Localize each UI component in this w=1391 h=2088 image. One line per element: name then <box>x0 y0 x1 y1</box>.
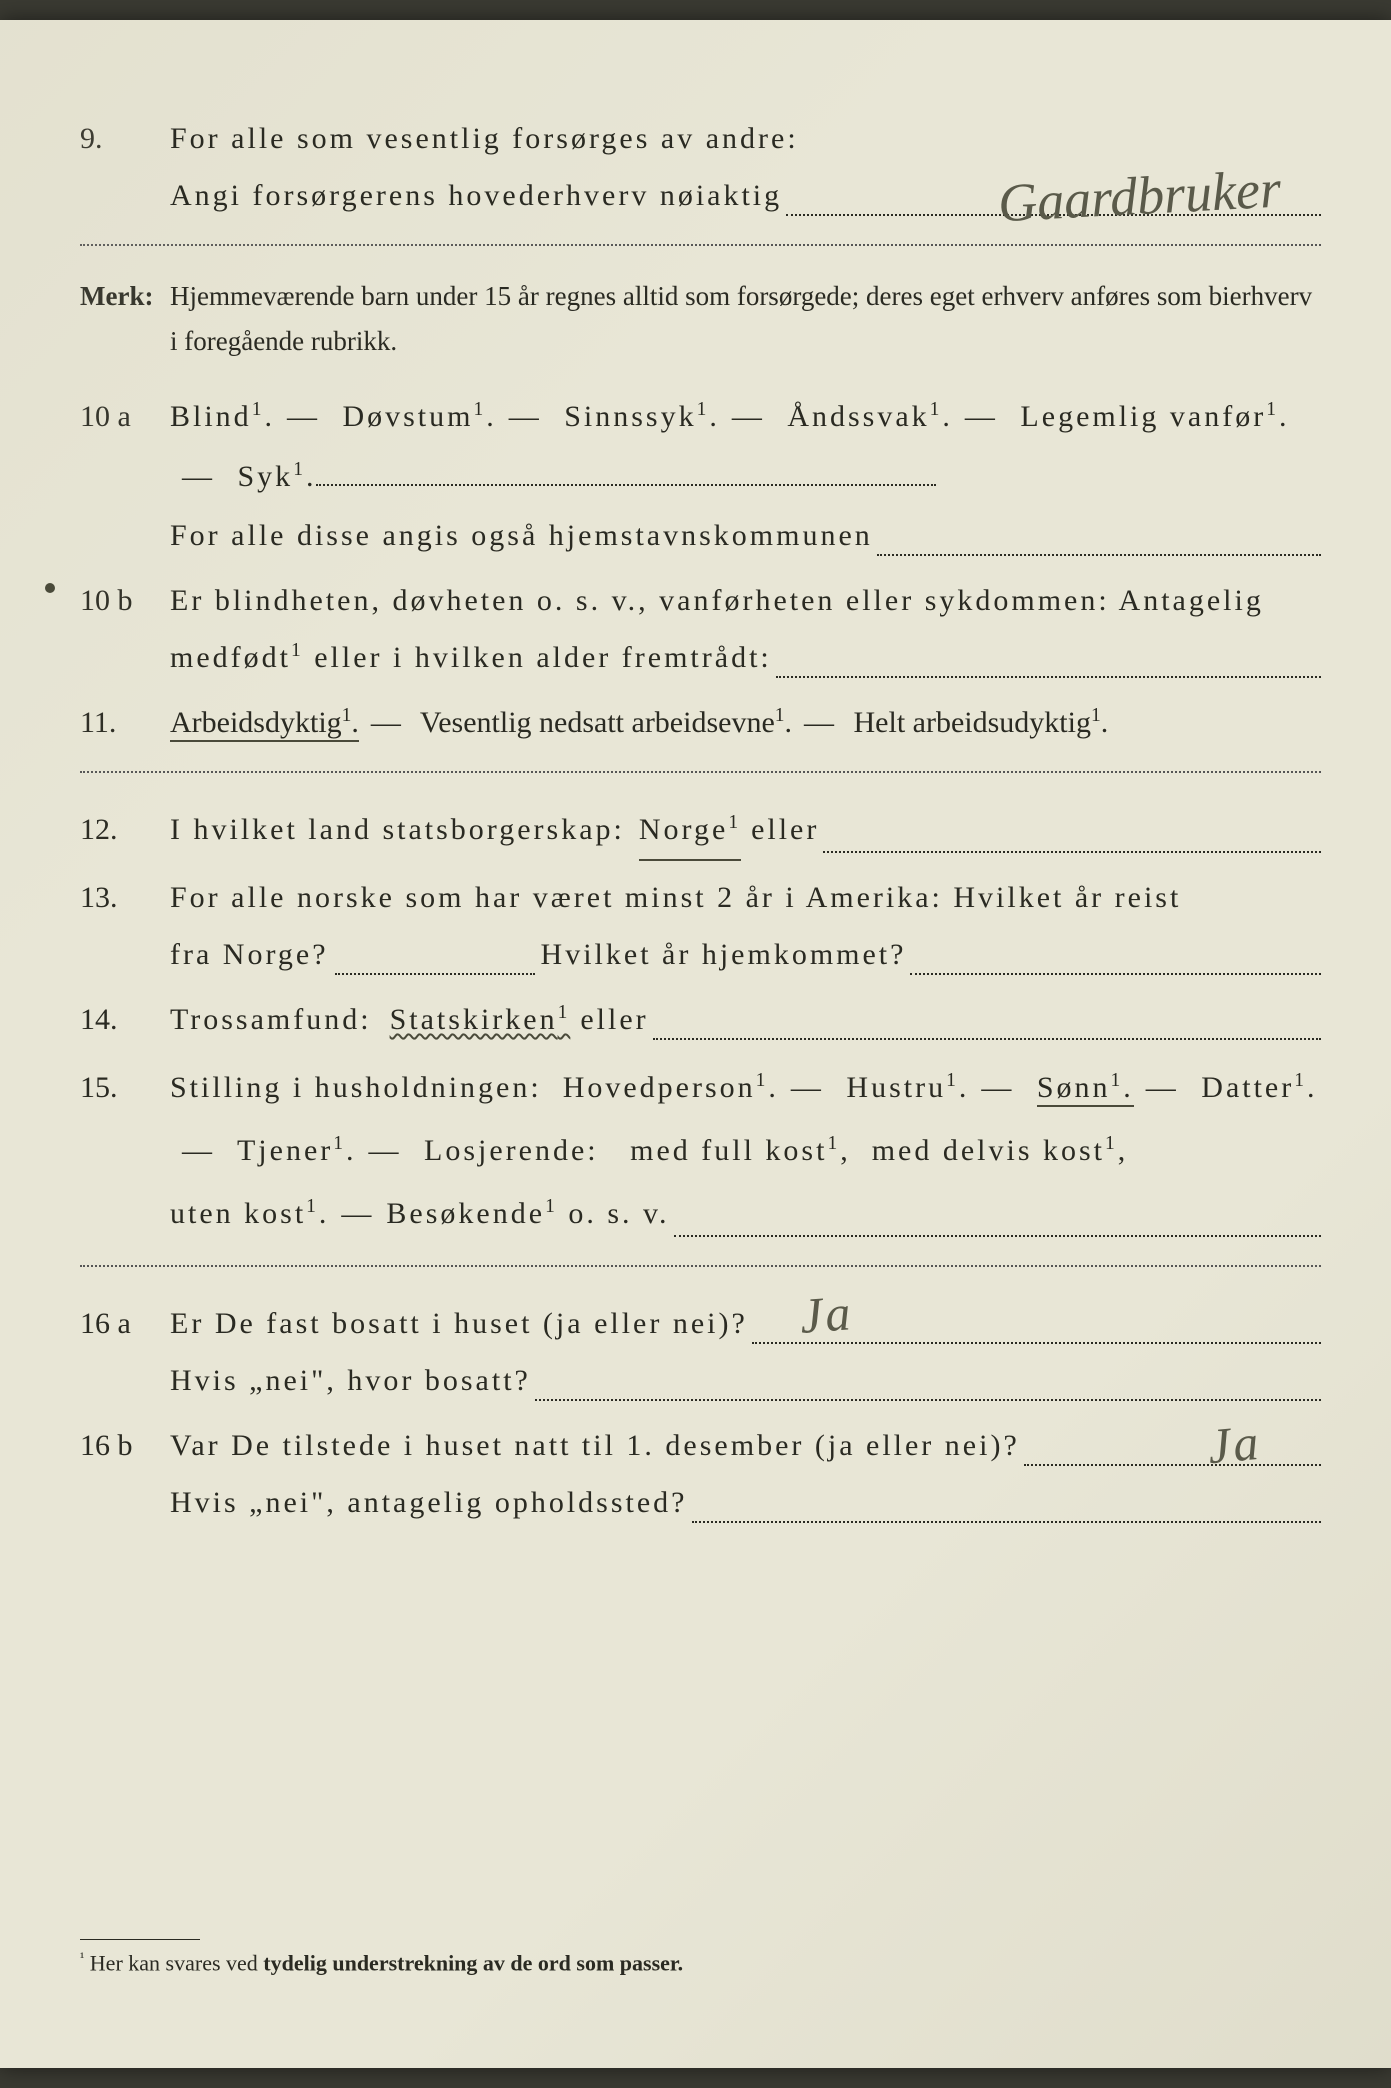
q10a-content: Blind1.— Døvstum1.— Sinnssyk1.— Åndssvak… <box>170 387 1321 564</box>
q11-opt-nedsatt: Vesentlig nedsatt arbeidsevne1. <box>420 706 792 739</box>
divider-2 <box>80 771 1321 773</box>
q10a-opt-dovstum: Døvstum1. <box>342 400 496 433</box>
q15-tjener: Tjener1. <box>237 1134 357 1167</box>
q15-datter: Datter1. <box>1201 1071 1317 1104</box>
q13-line1: For alle norske som har været minst 2 år… <box>170 881 1181 914</box>
q10a-opt-andssvak: Åndssvak1. <box>787 400 953 433</box>
q10a-fill <box>877 547 1321 556</box>
q11-opt-udyktig: Helt arbeidsudyktig1. <box>854 706 1109 739</box>
footnote-prefix: Her kan svares ved <box>90 1950 264 1975</box>
q15-number: 15. <box>80 1059 170 1116</box>
q15-sonn: Sønn1. <box>1037 1071 1134 1107</box>
merk-note: Merk: Hjemmeværende barn under 15 år reg… <box>80 274 1321 363</box>
q10a-opt-sinnssyk: Sinnssyk1. <box>564 400 720 433</box>
q10a-opt-legemlig: Legemlig vanfør1. <box>1020 400 1289 433</box>
question-11: 11. Arbeidsdyktig1.— Vesentlig nedsatt a… <box>80 694 1321 751</box>
question-15: 15. Stilling i husholdningen: Hovedperso… <box>80 1056 1321 1245</box>
q16b-number: 16 b <box>80 1417 170 1474</box>
q10b-fill <box>776 669 1321 678</box>
q14-number: 14. <box>80 991 170 1048</box>
q15-delvis-kost: med delvis kost1, <box>872 1134 1129 1167</box>
question-12: 12. I hvilket land statsborgerskap: Norg… <box>80 801 1321 861</box>
merk-label: Merk: <box>80 281 153 311</box>
ink-spot <box>45 583 55 593</box>
q13-fra-norge: fra Norge? <box>170 926 329 983</box>
q15-losjerende: Losjerende: <box>424 1134 599 1167</box>
q10a-number: 10 a <box>80 388 170 445</box>
q16a-text1: Er De fast bosatt i huset (ja eller nei)… <box>170 1295 748 1352</box>
q9-line1: For alle som vesentlig forsørges av andr… <box>170 110 1321 167</box>
question-10a: 10 a Blind1.— Døvstum1.— Sinnssyk1.— Ånd… <box>80 387 1321 564</box>
q14-prefix: Trossamfund: <box>170 991 372 1048</box>
document-page: 9. For alle som vesentlig forsørges av a… <box>0 20 1391 2068</box>
q16b-fill1 <box>1024 1457 1321 1466</box>
q16a-fill2 <box>535 1392 1321 1401</box>
footnote-marker: ¹ <box>80 1950 84 1966</box>
q13-fill <box>910 966 1321 975</box>
q16b-text1: Var De tilstede i huset natt til 1. dese… <box>170 1417 1020 1474</box>
q12-prefix: I hvilket land statsborgerskap: <box>170 801 625 858</box>
question-14: 14. Trossamfund: Statskirken1 eller <box>80 991 1321 1048</box>
q13-number: 13. <box>80 869 170 926</box>
q12-content: I hvilket land statsborgerskap: Norge1 e… <box>170 801 1321 861</box>
q16a-text2: Hvis „nei", hvor bosatt? <box>170 1352 531 1409</box>
q16a-number: 16 a <box>80 1295 170 1352</box>
question-9: 9. For alle som vesentlig forsørges av a… <box>80 110 1321 224</box>
question-16b: 16 b Var De tilstede i huset natt til 1.… <box>80 1417 1321 1531</box>
q16b-content: Var De tilstede i huset natt til 1. dese… <box>170 1417 1321 1531</box>
q12-eller: eller <box>751 801 819 858</box>
merk-text: Hjemmeværende barn under 15 år regnes al… <box>170 274 1321 363</box>
q11-content: Arbeidsdyktig1.— Vesentlig nedsatt arbei… <box>170 694 1321 751</box>
q11-opt-arbeidsdyktig: Arbeidsdyktig1. <box>170 706 359 742</box>
q15-uten-kost: uten kost1. <box>170 1182 329 1245</box>
q16a-content: Er De fast bosatt i huset (ja eller nei)… <box>170 1295 1321 1409</box>
q14-content: Trossamfund: Statskirken1 eller <box>170 991 1321 1048</box>
q16a-handwritten: Ja <box>797 1265 857 1363</box>
footnote-bold: tydelig understrekning av de ord som pas… <box>263 1950 683 1975</box>
q14-statskirken: Statskirken1 <box>390 991 571 1048</box>
footnote-rule <box>80 1939 200 1940</box>
q10a-opt-blind: Blind1. <box>170 400 275 433</box>
q16b-text2: Hvis „nei", antagelig opholdssted? <box>170 1474 688 1531</box>
q10b-text-2: medfødt1 eller i hvilken alder fremtrådt… <box>170 629 772 686</box>
q11-number: 11. <box>80 694 170 751</box>
divider-3 <box>80 1265 1321 1267</box>
q9-fill-line <box>786 207 1321 216</box>
q9-line2-prefix: Angi forsørgerens hovederhverv nøiaktig <box>170 167 782 224</box>
q13-hjemkommet: Hvilket år hjemkommet? <box>541 926 907 983</box>
q13-content: For alle norske som har været minst 2 år… <box>170 869 1321 983</box>
q12-norge: Norge1 <box>639 801 741 861</box>
question-13: 13. For alle norske som har været minst … <box>80 869 1321 983</box>
divider-1 <box>80 244 1321 246</box>
q10b-text-1: Er blindheten, døvheten o. s. v., vanfør… <box>170 584 1264 617</box>
q10a-line2: For alle disse angis også hjemstavnskomm… <box>170 507 873 564</box>
q10b-content: Er blindheten, døvheten o. s. v., vanfør… <box>170 572 1321 686</box>
q12-number: 12. <box>80 801 170 858</box>
question-10b: 10 b Er blindheten, døvheten o. s. v., v… <box>80 572 1321 686</box>
question-16a: 16 a Er De fast bosatt i huset (ja eller… <box>80 1295 1321 1409</box>
q15-fill <box>674 1228 1321 1237</box>
footnote: ¹ Her kan svares ved tydelig understrekn… <box>80 1939 1311 1976</box>
q16b-fill2 <box>692 1514 1322 1523</box>
q15-hustru: Hustru1. <box>846 1071 969 1104</box>
q15-hovedperson: Hovedperson1. <box>563 1071 779 1104</box>
q12-fill <box>823 844 1321 853</box>
q9-number: 9. <box>80 110 170 167</box>
q15-besokende: Besøkende1 o. s. v. <box>386 1182 669 1245</box>
q14-eller: eller <box>580 991 648 1048</box>
q15-content: Stilling i husholdningen: Hovedperson1.—… <box>170 1056 1321 1245</box>
q16a-fill1 <box>752 1335 1321 1344</box>
q15-full-kost: med full kost1, <box>630 1134 851 1167</box>
q15-prefix: Stilling i husholdningen: <box>170 1071 542 1104</box>
q14-fill <box>653 1031 1321 1040</box>
q9-content: For alle som vesentlig forsørges av andr… <box>170 110 1321 224</box>
q10b-number: 10 b <box>80 572 170 629</box>
q10a-opt-syk: Syk1. <box>238 460 317 493</box>
